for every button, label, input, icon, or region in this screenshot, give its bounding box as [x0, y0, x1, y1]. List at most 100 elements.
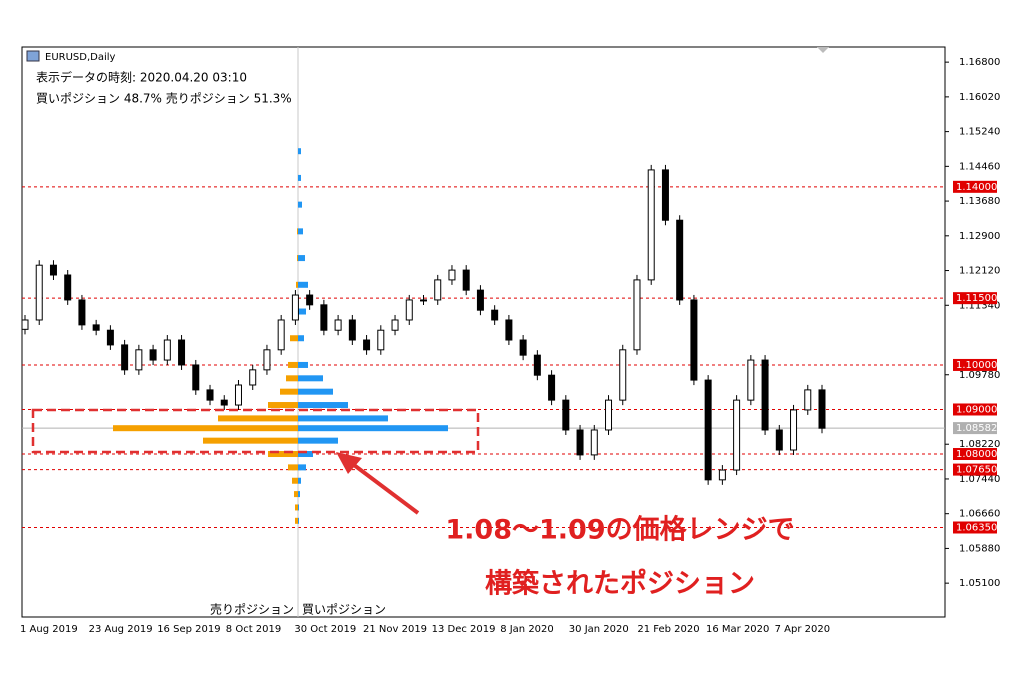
x-tick-label: 13 Dec 2019 — [432, 624, 496, 635]
candle-body — [619, 349, 627, 401]
buy-bar — [298, 451, 313, 458]
candle-body — [206, 389, 214, 401]
candle-body — [35, 264, 43, 321]
buy-bar — [298, 201, 302, 208]
level-tag — [953, 403, 997, 416]
info-ratio: 買いポジション 48.7% 売りポジション 51.3% — [36, 91, 292, 106]
info-time: 表示データの時刻: 2020.04.20 03:10 — [36, 70, 247, 85]
buy-bar — [298, 148, 301, 155]
buy-bar — [298, 174, 301, 181]
y-tick-label: 1.12120 — [959, 266, 1000, 277]
candle-body — [92, 324, 100, 331]
candle-body — [548, 374, 556, 401]
candle-body — [690, 299, 698, 381]
level-label: 1.11500 — [956, 293, 997, 304]
y-tick-label: 1.05100 — [959, 578, 1000, 589]
buy-bar — [298, 375, 323, 382]
buy-bar — [298, 255, 305, 262]
candle-body — [775, 429, 783, 451]
x-tick-label: 30 Oct 2019 — [294, 624, 356, 635]
profile-buy-label: 買いポジション — [302, 603, 386, 617]
y-tick-label: 1.05880 — [959, 543, 1000, 554]
candle-body — [220, 399, 228, 406]
x-tick-label: 8 Jan 2020 — [500, 624, 554, 635]
sell-bar — [288, 464, 298, 471]
buy-bar — [298, 425, 448, 432]
window-icon — [26, 50, 40, 62]
sell-bar — [295, 517, 298, 524]
sell-bar — [280, 388, 298, 395]
candle-body — [149, 349, 157, 361]
candle-body — [163, 339, 171, 361]
candle-body — [790, 409, 798, 451]
level-tag — [953, 448, 997, 461]
x-tick-label: 21 Nov 2019 — [363, 624, 427, 635]
buy-bar — [298, 491, 300, 498]
buy-bar — [298, 335, 304, 342]
y-tick-label: 1.06660 — [959, 509, 1000, 520]
candle-body — [135, 349, 143, 371]
sell-bar — [290, 335, 298, 342]
candle-body — [505, 319, 513, 341]
sell-bar — [203, 437, 298, 444]
y-tick-label: 1.13680 — [959, 196, 1000, 207]
candle-body — [64, 274, 72, 301]
sell-bar — [268, 451, 298, 458]
shift-marker — [817, 47, 829, 53]
candle-body — [391, 319, 399, 331]
sell-bar — [297, 228, 298, 235]
candle-body — [263, 349, 271, 371]
level-label: 1.14000 — [956, 182, 997, 193]
sell-bar — [297, 255, 298, 262]
candle-body — [676, 219, 684, 301]
candle-body — [178, 339, 186, 366]
candle-body — [377, 329, 385, 351]
profile-sell-label: 売りポジション — [210, 602, 294, 617]
x-tick-label: 23 Aug 2019 — [89, 624, 153, 635]
candle-body — [576, 429, 584, 456]
arrow-head — [336, 452, 362, 474]
candle-body — [320, 304, 328, 331]
level-tag — [953, 463, 997, 476]
y-tick-label: 1.07440 — [959, 474, 1000, 485]
y-tick-label: 1.16020 — [959, 92, 1000, 103]
candle-body — [49, 264, 57, 276]
annotation: 構築されたポジション — [485, 568, 755, 600]
buy-bar — [298, 437, 338, 444]
highlight-box — [31, 408, 480, 454]
current-price-tag — [953, 422, 997, 435]
x-tick-label: 8 Oct 2019 — [226, 624, 281, 635]
candle-body — [476, 289, 484, 311]
candle-body — [562, 399, 570, 431]
candle-body — [277, 319, 285, 351]
candle-body — [405, 299, 413, 321]
x-tick-label: 16 Sep 2019 — [157, 624, 220, 635]
x-tick-label: 21 Feb 2020 — [637, 624, 699, 635]
y-tick-label: 1.08220 — [959, 439, 1000, 450]
candle-body — [704, 379, 712, 481]
buy-bar — [298, 281, 308, 288]
candle-body — [78, 299, 86, 326]
candle-body — [121, 344, 129, 371]
buy-bar — [298, 415, 388, 422]
sell-bar — [268, 402, 298, 409]
candle-body — [633, 279, 641, 351]
candle-body — [434, 279, 442, 301]
candle-body — [491, 309, 499, 321]
buy-bar — [298, 504, 299, 511]
current-price-label: 1.08582 — [956, 423, 997, 434]
level-label: 1.10000 — [956, 360, 997, 371]
level-tag — [953, 358, 997, 371]
buy-bar — [298, 517, 299, 524]
level-tag — [953, 180, 997, 193]
sell-bar — [292, 477, 298, 484]
level-label: 1.06350 — [956, 522, 997, 533]
candle-body — [533, 354, 541, 376]
candle-body — [818, 389, 826, 429]
candle-body — [718, 469, 726, 481]
buy-bar — [298, 361, 308, 368]
candle-body — [21, 319, 29, 330]
candle-body — [192, 364, 200, 391]
candle-body — [605, 399, 613, 431]
